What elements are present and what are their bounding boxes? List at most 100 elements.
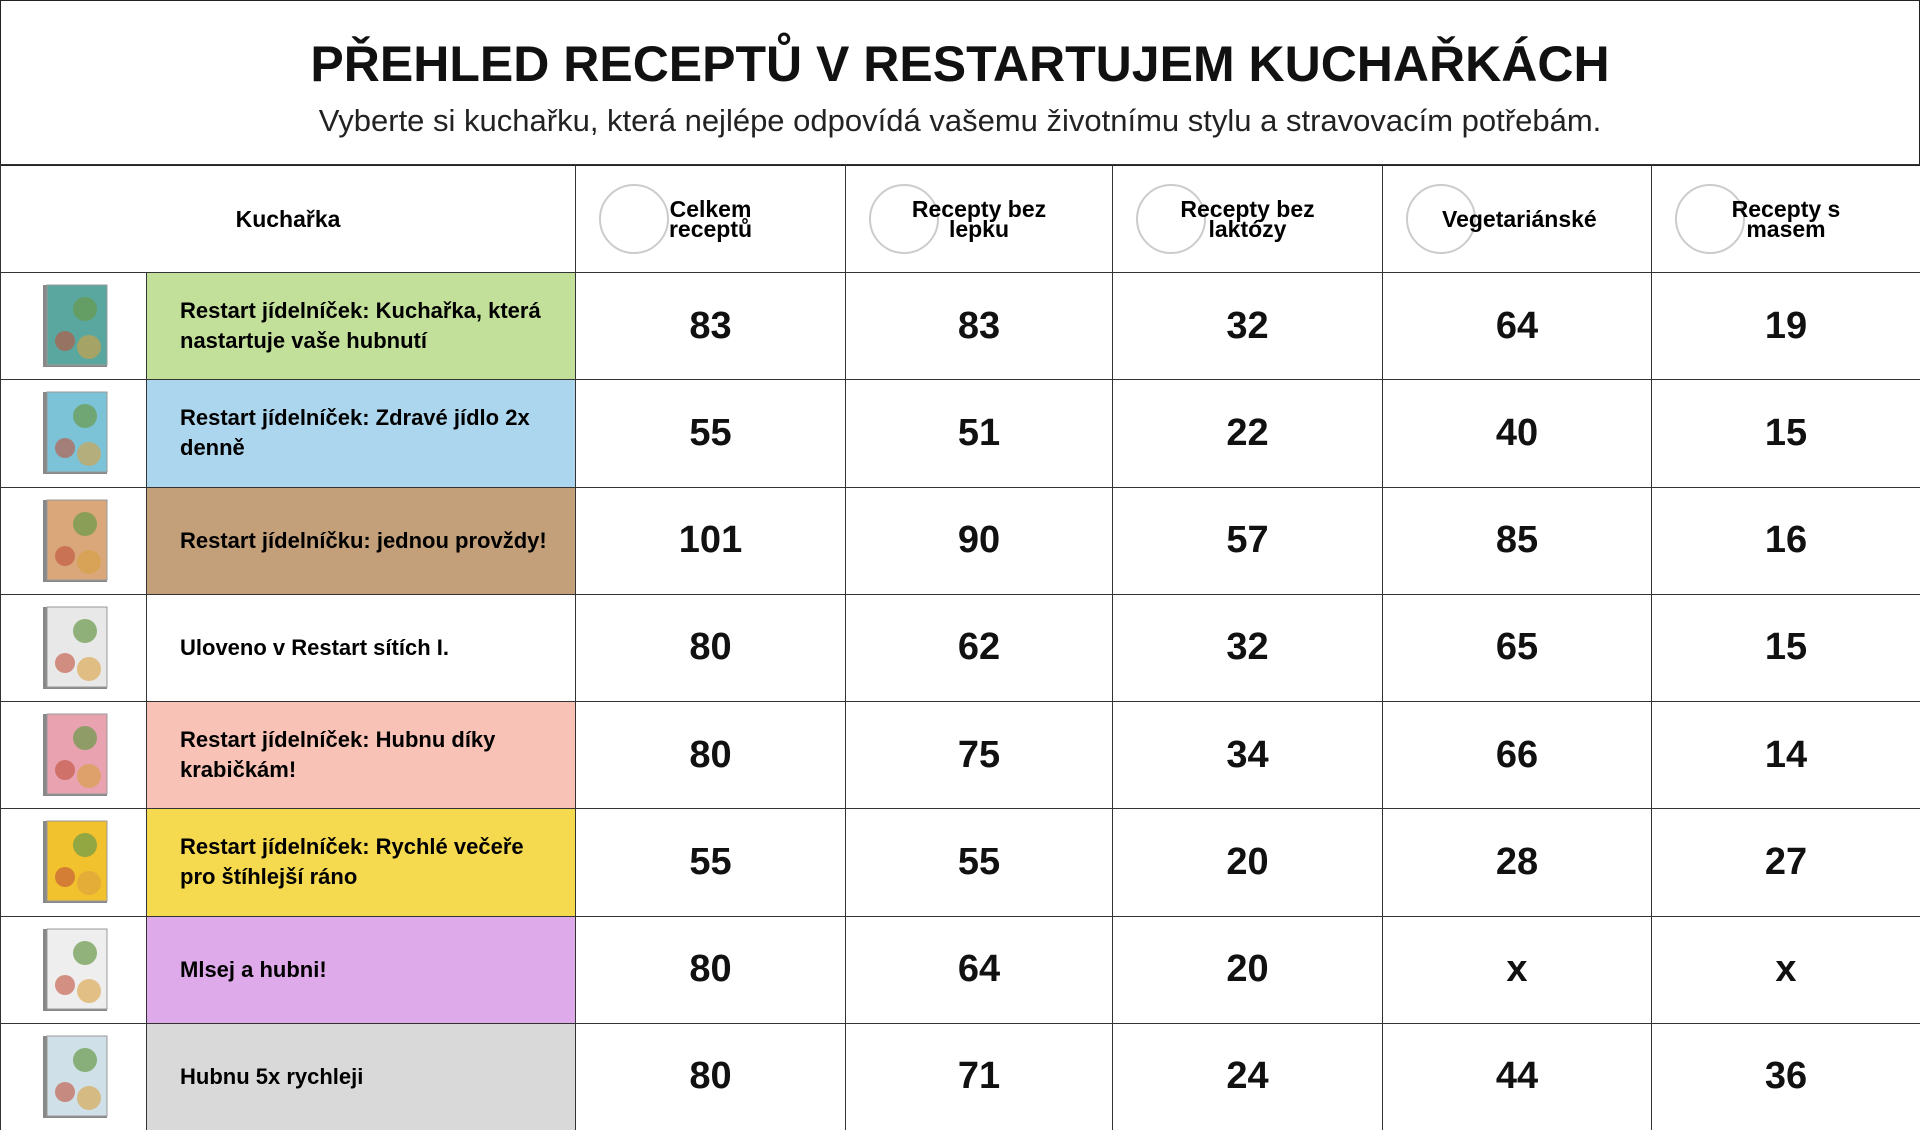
cookbook-name-text: Restart jídelníček: Hubnu díky krabičkám… <box>180 727 496 783</box>
count-cell: 55 <box>845 808 1113 917</box>
count: 55 <box>689 411 732 454</box>
column-header-text: Recepty bez laktózy <box>1180 195 1315 242</box>
count: 28 <box>1495 840 1539 883</box>
count: 32 <box>1226 626 1269 669</box>
count-cell: 80 <box>575 701 846 810</box>
count: 20 <box>1226 840 1269 883</box>
thumbnail-cell <box>0 379 147 488</box>
count: 80 <box>689 626 732 669</box>
count-cell: 34 <box>1112 701 1383 810</box>
cookbook-name: Restart jídelníček: Kuchařka, která nast… <box>146 272 576 381</box>
count-cell: 15 <box>1651 379 1920 488</box>
count: 20 <box>1226 948 1269 991</box>
cookbook-name-text: Uloveno v Restart sítích I. <box>180 634 449 660</box>
column-header-text: Recepty bez lepku <box>911 195 1047 242</box>
count-cell: 40 <box>1382 379 1652 488</box>
count: 16 <box>1764 519 1808 562</box>
column-header: Recepty bez lepku <box>845 164 1113 273</box>
count-cell: 80 <box>575 1022 846 1130</box>
count-cell: 51 <box>845 379 1113 488</box>
count: 101 <box>678 519 743 562</box>
count-cell: 75 <box>845 701 1113 810</box>
icon <box>869 184 939 254</box>
cookbook-name-text: Mlsej a hubni! <box>180 956 327 982</box>
count-cell: 83 <box>845 272 1113 381</box>
count-cell: 14 <box>1651 701 1920 810</box>
count: 64 <box>957 948 1001 991</box>
cookbook-name-text: Hubnu 5x rychleji <box>180 1063 364 1089</box>
count: 71 <box>957 1055 1001 1098</box>
count: 34 <box>1226 733 1269 776</box>
count-cell: 83 <box>575 272 846 381</box>
header: PŘEHLED RECEPTŮ V RESTARTUJEM KUCHAŘKÁCH… <box>0 0 1920 166</box>
cookbook-name: Restart jídelníčku: jednou provždy! <box>146 486 576 595</box>
count-cell: 101 <box>575 486 846 595</box>
column-header-text: Kuchařka <box>235 205 341 232</box>
count-cell: 36 <box>1651 1022 1920 1130</box>
count-cell: 15 <box>1651 593 1920 702</box>
count-cell: 55 <box>575 379 846 488</box>
count: 80 <box>689 733 732 776</box>
count-cell: x <box>1382 915 1652 1024</box>
column-header: Recepty bez laktózy <box>1112 164 1383 273</box>
count: 22 <box>1226 411 1269 454</box>
count-cell: 64 <box>845 915 1113 1024</box>
title: PŘEHLED RECEPTŮ V RESTARTUJEM KUCHAŘKÁCH <box>310 36 1610 92</box>
cookbook-name: Restart jídelníček: Rychlé večeře pro št… <box>146 808 576 917</box>
column-header-text: Celkem receptů <box>668 195 753 242</box>
book-cover <box>42 713 107 797</box>
icon <box>599 184 669 254</box>
icon <box>1675 184 1745 254</box>
count: 83 <box>689 304 732 347</box>
count: 65 <box>1495 626 1539 669</box>
cookbook-name: Uloveno v Restart sítích I. <box>146 593 576 702</box>
count: 90 <box>957 519 1001 562</box>
icon <box>1406 184 1476 254</box>
count-cell: 64 <box>1382 272 1652 381</box>
count: 24 <box>1226 1055 1269 1098</box>
column-header: Kuchařka <box>0 164 576 273</box>
cookbook-name: Restart jídelníček: Zdravé jídlo 2x denn… <box>146 379 576 488</box>
column-header: Recepty s masem <box>1651 164 1920 273</box>
count-cell: 44 <box>1382 1022 1652 1130</box>
column-header-text: Vegetariánské <box>1442 205 1597 232</box>
count-cell: 20 <box>1112 915 1383 1024</box>
book-cover <box>42 284 107 368</box>
thumbnail-cell <box>0 486 147 595</box>
count-cell: 22 <box>1112 379 1383 488</box>
thumbnail-cell <box>0 701 147 810</box>
count-cell: 57 <box>1112 486 1383 595</box>
column-header: Vegetariánské <box>1382 164 1652 273</box>
cookbook-name-text: Restart jídelníčku: jednou provždy! <box>180 527 547 553</box>
column-header-text: Recepty s masem <box>1731 195 1841 242</box>
count-cell: 62 <box>845 593 1113 702</box>
count: 36 <box>1764 1055 1808 1098</box>
count-cell: 24 <box>1112 1022 1383 1130</box>
thumbnail-cell <box>0 915 147 1024</box>
count: 80 <box>689 948 732 991</box>
count-cell: 27 <box>1651 808 1920 917</box>
book-cover <box>42 1035 107 1118</box>
thumbnail-cell <box>0 808 147 917</box>
count-cell: 90 <box>845 486 1113 595</box>
count: x <box>1506 948 1528 991</box>
cookbook-name: Mlsej a hubni! <box>146 915 576 1024</box>
count: 66 <box>1495 733 1539 776</box>
count: 80 <box>689 1055 732 1098</box>
book-cover <box>42 499 107 582</box>
count-cell: 80 <box>575 915 846 1024</box>
count: 27 <box>1764 840 1808 883</box>
count-cell: 55 <box>575 808 846 917</box>
thumbnail-cell <box>0 272 147 381</box>
column-header: Celkem receptů <box>575 164 846 273</box>
count: 64 <box>1495 304 1539 347</box>
count-cell: 80 <box>575 593 846 702</box>
count: 14 <box>1764 733 1808 776</box>
count: 19 <box>1764 304 1808 347</box>
count-cell: 71 <box>845 1022 1113 1130</box>
count-cell: 32 <box>1112 593 1383 702</box>
cookbook-name-text: Restart jídelníček: Rychlé večeře pro št… <box>180 834 524 890</box>
thumbnail-cell <box>0 1022 147 1130</box>
count-cell: 16 <box>1651 486 1920 595</box>
